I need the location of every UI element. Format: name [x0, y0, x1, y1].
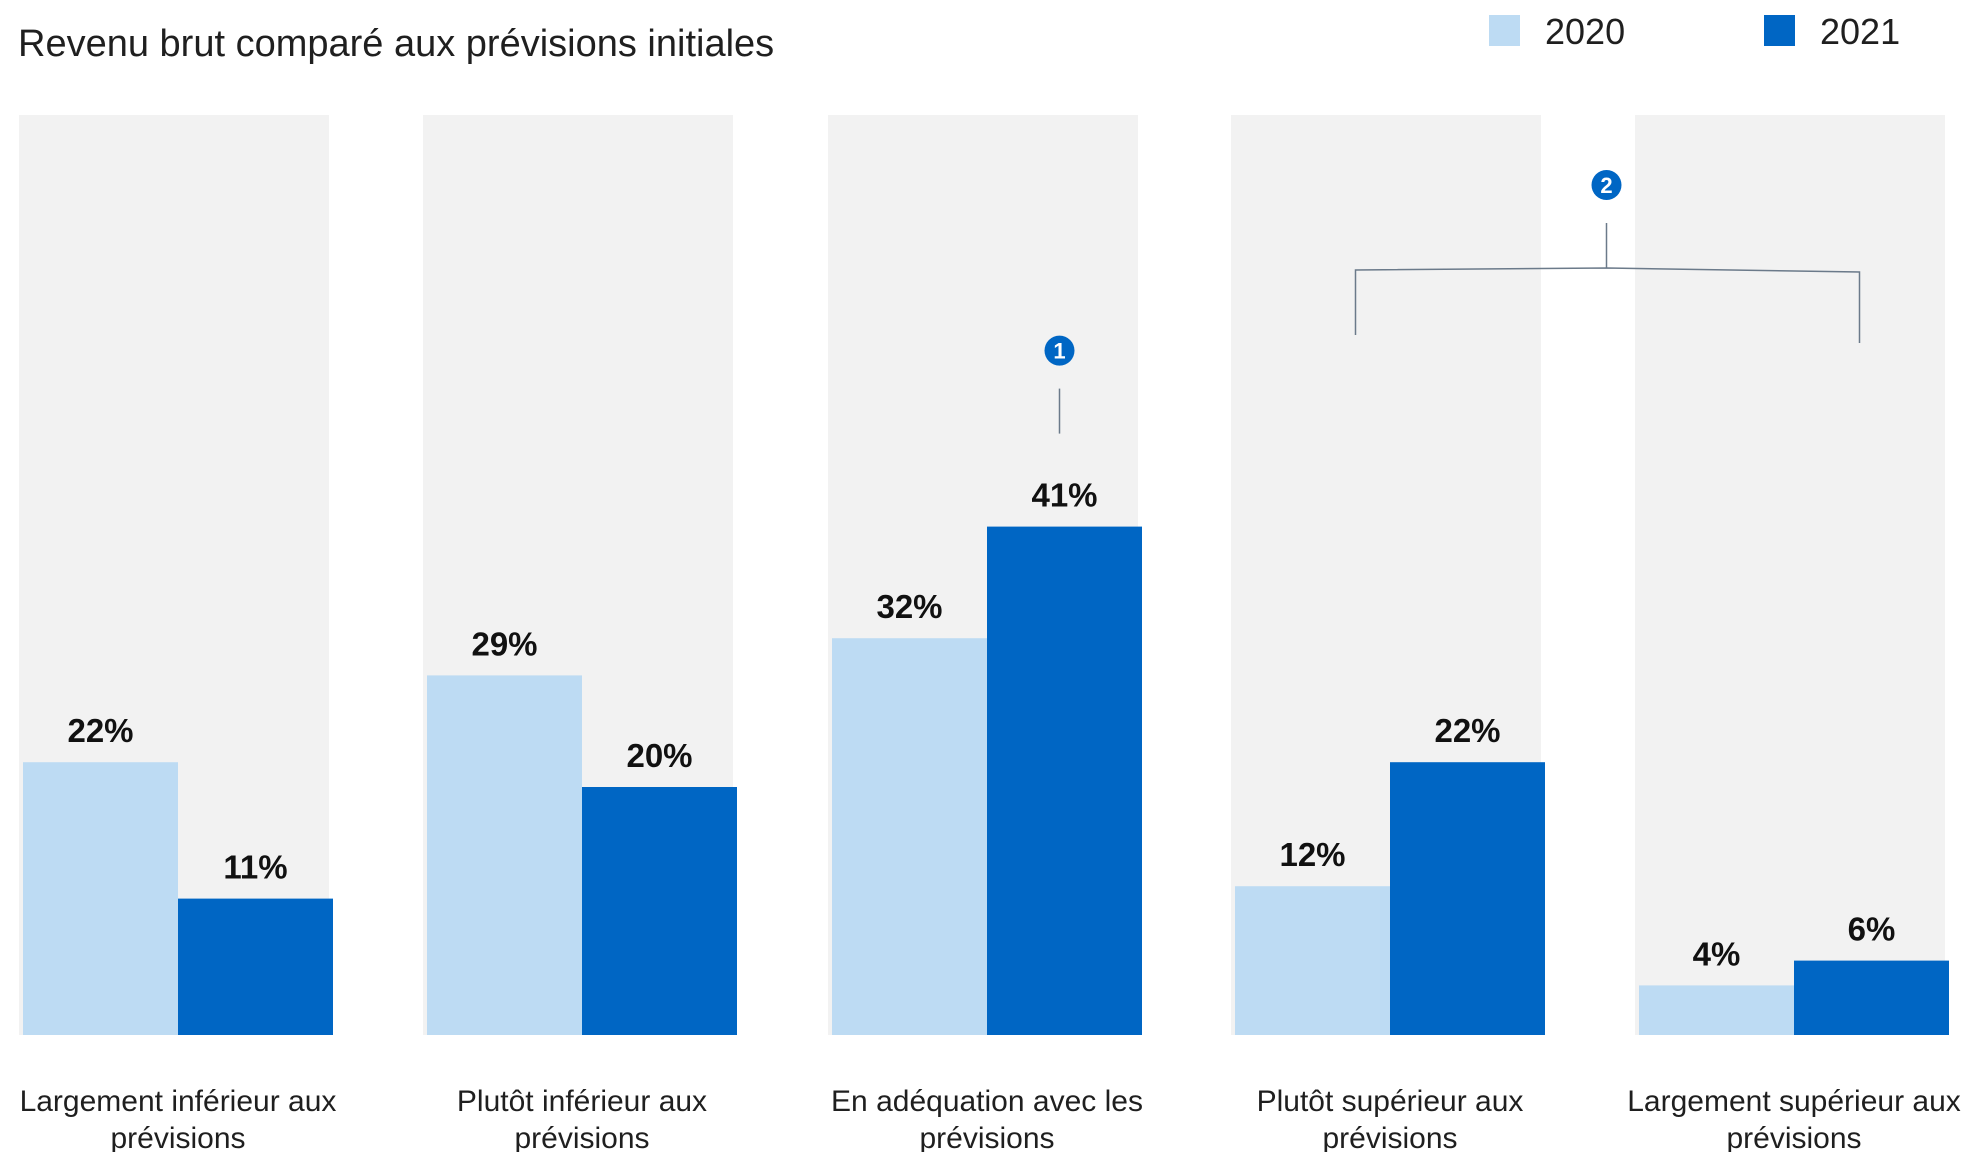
annotation-marker — [1591, 170, 1622, 200]
value-label: 22% — [1434, 712, 1500, 749]
category-label: Plutôt inférieur aux prévisions — [457, 1085, 707, 1152]
chart-title: Revenu brut comparé aux prévisions initi… — [18, 23, 774, 65]
bar-2020 — [427, 675, 582, 1035]
legend-swatch-2021 — [1764, 15, 1795, 46]
bar-2021 — [1390, 762, 1545, 1035]
category-label: En adéquation avec les prévisions — [831, 1085, 1143, 1152]
bar-2020 — [1235, 886, 1390, 1035]
bar-2021 — [582, 787, 737, 1035]
bar-2021 — [987, 526, 1142, 1035]
value-label: 22% — [67, 712, 133, 749]
value-label: 41% — [1031, 477, 1097, 514]
category-label: Plutôt supérieur aux prévisions — [1257, 1085, 1524, 1152]
annotation-marker-label: 1 — [1053, 339, 1065, 364]
value-labels: 22% 29% 32% 12% 4% 11% 20% 41% 22% 6% — [67, 477, 1895, 973]
annotation-marker-label: 2 — [1600, 173, 1612, 198]
bars — [23, 526, 1949, 1035]
legend-label: 2021 — [1820, 11, 1900, 52]
value-label: 29% — [471, 625, 537, 662]
annotations: 12 — [1044, 170, 1861, 434]
value-label: 4% — [1693, 935, 1741, 972]
bar-2020 — [1639, 985, 1794, 1035]
value-label: 6% — [1848, 911, 1896, 948]
bar-2021 — [178, 898, 333, 1035]
value-label: 20% — [626, 737, 692, 774]
category-labels: Largement inférieur aux prévisions Plutôt … — [20, 1085, 1961, 1152]
column-background — [1635, 115, 1945, 1035]
bar-2020 — [23, 762, 178, 1035]
annotation-bracket — [1354, 267, 1861, 343]
category-label: Largement supérieur aux prévisions — [1627, 1085, 1961, 1152]
annotation-marker — [1044, 335, 1075, 366]
value-label: 12% — [1279, 836, 1345, 873]
legend-label: 2020 — [1545, 11, 1625, 52]
category-label: Largement inférieur aux prévisions — [20, 1085, 337, 1152]
legend-swatch-2020 — [1489, 15, 1520, 46]
legend: 2020 2021 — [1489, 11, 1900, 52]
value-label: 32% — [876, 588, 942, 625]
value-label: 11% — [223, 849, 287, 886]
bar-2021 — [1794, 960, 1949, 1035]
bar-2020 — [832, 638, 987, 1035]
